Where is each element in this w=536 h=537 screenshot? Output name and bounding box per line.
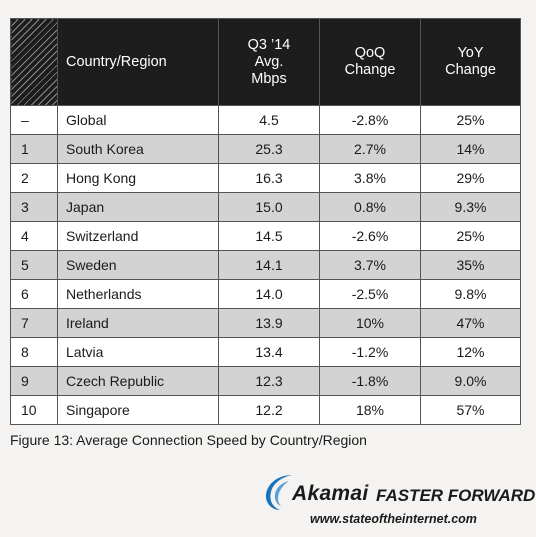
yoy-change-cell: 25%	[420, 105, 521, 135]
header-yoy-change: YoY Change	[420, 18, 521, 106]
country-cell: Japan	[57, 192, 219, 222]
country-cell: Sweden	[57, 250, 219, 280]
yoy-change-cell: 25%	[420, 221, 521, 251]
avg-mbps-cell: 12.2	[218, 395, 320, 425]
header-avg-line3: Mbps	[251, 70, 287, 87]
speed-table-container: Country/Region Q3 ’14 Avg. Mbps QoQ Chan…	[10, 18, 521, 425]
rank-cell: 6	[10, 279, 58, 309]
yoy-change-cell: 9.8%	[420, 279, 521, 309]
yoy-change-cell: 57%	[420, 395, 521, 425]
avg-mbps-cell: 13.4	[218, 337, 320, 367]
table-row: 3 Japan 15.0 0.8% 9.3%	[10, 192, 521, 222]
rank-cell: 2	[10, 163, 58, 193]
yoy-change-cell: 9.0%	[420, 366, 521, 396]
country-cell: Ireland	[57, 308, 219, 338]
avg-mbps-cell: 4.5	[218, 105, 320, 135]
connection-speed-table: Country/Region Q3 ’14 Avg. Mbps QoQ Chan…	[10, 18, 521, 425]
avg-mbps-cell: 16.3	[218, 163, 320, 193]
hatched-corner-cell	[10, 18, 58, 106]
brand-tagline: FASTER FORWARD	[376, 486, 536, 505]
yoy-change-cell: 29%	[420, 163, 521, 193]
qoq-change-cell: 3.8%	[319, 163, 421, 193]
country-cell: Czech Republic	[57, 366, 219, 396]
qoq-change-cell: -2.6%	[319, 221, 421, 251]
table-row: 8 Latvia 13.4 -1.2% 12%	[10, 337, 521, 367]
qoq-change-cell: 3.7%	[319, 250, 421, 280]
country-cell: Switzerland	[57, 221, 219, 251]
figure-caption: Figure 13: Average Connection Speed by C…	[10, 432, 367, 448]
header-qoq-line1: QoQ	[354, 45, 386, 61]
country-cell: Singapore	[57, 395, 219, 425]
header-avg-mbps: Q3 ’14 Avg. Mbps	[218, 18, 320, 106]
avg-mbps-cell: 12.3	[218, 366, 320, 396]
qoq-change-cell: -1.8%	[319, 366, 421, 396]
rank-cell: 5	[10, 250, 58, 280]
akamai-logo: Akamai FASTER FORWARD www.stateoftheinte…	[262, 472, 535, 532]
qoq-change-cell: -1.2%	[319, 337, 421, 367]
qoq-change-cell: -2.8%	[319, 105, 421, 135]
table-row: 6 Netherlands 14.0 -2.5% 9.8%	[10, 279, 521, 309]
rank-cell: 4	[10, 221, 58, 251]
yoy-change-cell: 12%	[420, 337, 521, 367]
rank-cell: –	[10, 105, 58, 135]
header-avg-line2: Avg.	[254, 53, 284, 70]
table-row: 10 Singapore 12.2 18% 57%	[10, 395, 521, 425]
header-qoq-line2: Change	[344, 62, 396, 78]
yoy-change-cell: 9.3%	[420, 192, 521, 222]
country-cell: Netherlands	[57, 279, 219, 309]
yoy-change-cell: 14%	[420, 134, 521, 164]
avg-mbps-cell: 15.0	[218, 192, 320, 222]
avg-mbps-cell: 14.1	[218, 250, 320, 280]
table-header-row: Country/Region Q3 ’14 Avg. Mbps QoQ Chan…	[10, 18, 521, 106]
rank-cell: 1	[10, 134, 58, 164]
yoy-change-cell: 35%	[420, 250, 521, 280]
table-row: – Global 4.5 -2.8% 25%	[10, 105, 521, 135]
table-row: 5 Sweden 14.1 3.7% 35%	[10, 250, 521, 280]
qoq-change-cell: 18%	[319, 395, 421, 425]
qoq-change-cell: 2.7%	[319, 134, 421, 164]
rank-cell: 8	[10, 337, 58, 367]
country-cell: Hong Kong	[57, 163, 219, 193]
yoy-change-cell: 47%	[420, 308, 521, 338]
header-yoy-line2: Change	[445, 62, 496, 78]
brand-name: Akamai	[292, 482, 369, 505]
table-row: 9 Czech Republic 12.3 -1.8% 9.0%	[10, 366, 521, 396]
country-cell: South Korea	[57, 134, 219, 164]
table-row: 7 Ireland 13.9 10% 47%	[10, 308, 521, 338]
rank-cell: 3	[10, 192, 58, 222]
table-row: 1 South Korea 25.3 2.7% 14%	[10, 134, 521, 164]
qoq-change-cell: 10%	[319, 308, 421, 338]
rank-cell: 9	[10, 366, 58, 396]
table-row: 4 Switzerland 14.5 -2.6% 25%	[10, 221, 521, 251]
avg-mbps-cell: 13.9	[218, 308, 320, 338]
avg-mbps-cell: 25.3	[218, 134, 320, 164]
country-cell: Global	[57, 105, 219, 135]
rank-cell: 10	[10, 395, 58, 425]
country-cell: Latvia	[57, 337, 219, 367]
avg-mbps-cell: 14.0	[218, 279, 320, 309]
header-avg-line1: Q3 ’14	[247, 36, 291, 53]
table-body: – Global 4.5 -2.8% 25% 1 South Korea 25.3 2.7% 14…	[10, 105, 521, 425]
header-country-label: Country/Region	[66, 53, 167, 70]
header-qoq-change: QoQ Change	[319, 18, 421, 106]
brand-url: www.stateoftheinternet.com	[310, 512, 477, 526]
qoq-change-cell: -2.5%	[319, 279, 421, 309]
qoq-change-cell: 0.8%	[319, 192, 421, 222]
rank-cell: 7	[10, 308, 58, 338]
header-country-region: Country/Region	[57, 18, 219, 106]
header-yoy-line1: YoY	[457, 45, 484, 61]
table-row: 2 Hong Kong 16.3 3.8% 29%	[10, 163, 521, 193]
akamai-swoosh-icon	[265, 475, 292, 510]
avg-mbps-cell: 14.5	[218, 221, 320, 251]
